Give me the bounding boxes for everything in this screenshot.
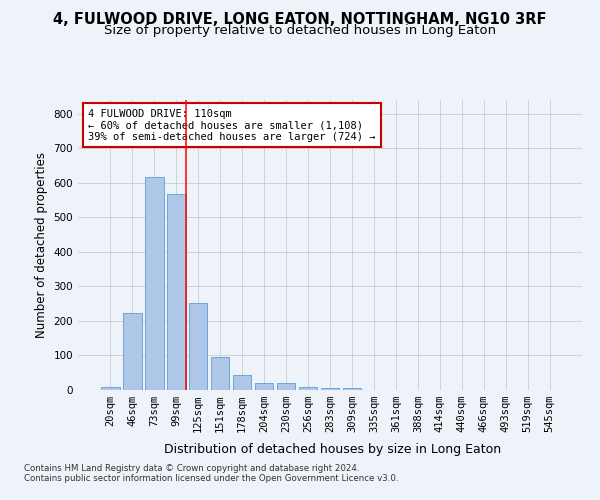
Bar: [299, 386, 317, 390]
Bar: [277, 383, 295, 390]
Bar: [211, 357, 229, 390]
Text: 4, FULWOOD DRIVE, LONG EATON, NOTTINGHAM, NG10 3RF: 4, FULWOOD DRIVE, LONG EATON, NOTTINGHAM…: [53, 12, 547, 28]
Bar: [189, 302, 208, 390]
Bar: [320, 388, 340, 390]
Bar: [343, 388, 361, 390]
Text: Contains HM Land Registry data © Crown copyright and database right 2024.
Contai: Contains HM Land Registry data © Crown c…: [24, 464, 398, 483]
Bar: [167, 194, 185, 390]
Bar: [123, 312, 142, 390]
Text: Distribution of detached houses by size in Long Eaton: Distribution of detached houses by size …: [164, 442, 502, 456]
Text: Size of property relative to detached houses in Long Eaton: Size of property relative to detached ho…: [104, 24, 496, 37]
Bar: [145, 177, 164, 390]
Y-axis label: Number of detached properties: Number of detached properties: [35, 152, 48, 338]
Bar: [255, 383, 274, 390]
Text: 4 FULWOOD DRIVE: 110sqm
← 60% of detached houses are smaller (1,108)
39% of semi: 4 FULWOOD DRIVE: 110sqm ← 60% of detache…: [88, 108, 376, 142]
Bar: [101, 386, 119, 390]
Bar: [233, 375, 251, 390]
